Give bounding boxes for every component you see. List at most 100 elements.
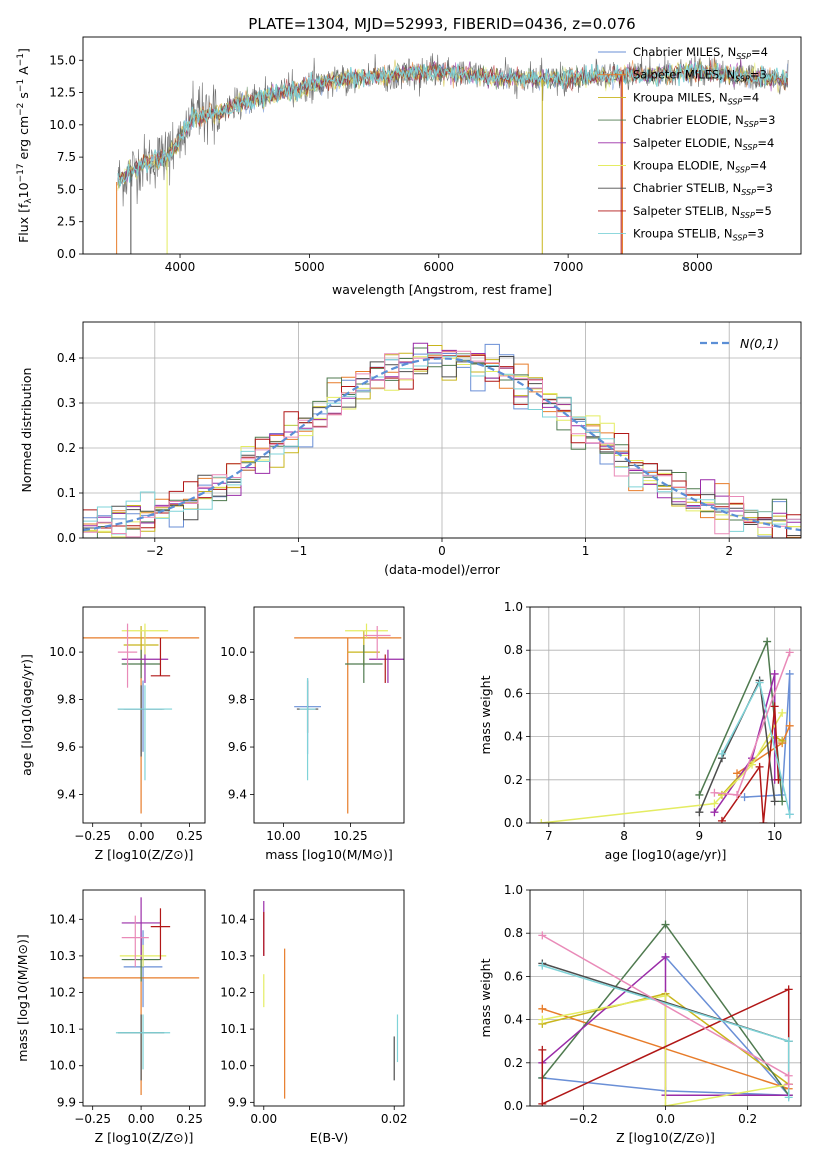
error-bars [83,623,200,814]
y-tick-label: 7.5 [57,150,76,164]
axes-frame [82,889,206,1107]
legend-entry: Chabrier MILES, NSSP=4 [633,45,768,61]
y-tick-label: 9.6 [57,740,76,754]
legend-entry-eq: = [756,181,766,195]
x-tick-label: 0.00 [250,1112,277,1126]
x-tick-label: 0 [438,544,446,558]
x-tick-label: −1 [290,544,308,558]
x-tick-label: 9 [696,829,704,843]
y-tick-label: 0.2 [57,441,76,455]
y-tick-label: 10.3 [220,949,247,963]
legend-entry-name: Kroupa MILES [633,90,712,104]
y-tick-label: 15.0 [49,53,76,67]
legend-entry: Salpeter STELIB, NSSP=5 [633,204,772,220]
weight-marker [785,648,794,657]
weight-line-salpeter-stelib [721,706,780,823]
y-tick-label: 0.4 [504,1013,523,1027]
legend-entry-sub: SSP [735,166,750,175]
y-axis-label-part: −17 [16,163,26,182]
weight-marker [661,1102,670,1106]
x-tick-label: 2 [725,544,733,558]
y-tick-label: 10.1 [220,1022,247,1036]
y-axis-label-part: λ [24,198,34,204]
legend-entry-name: Chabrier ELODIE [633,113,728,127]
weight-marker [770,669,779,678]
x-axis-label: (data-model)/error [384,562,501,577]
y-axis-label-part: 10 [16,182,31,198]
weight-vs-metallicity-panel: −0.2 0.0 0.2 0.0 0.2 0.4 0.6 0.8 1.0 Z [log10(Z/Z… [478,883,802,1145]
age-vs-metallicity-panel: −0.25 0.00 0.25 9.4 9.6 9.8 10.0 Z [log10(Z/Z⊙)… [19,606,206,862]
y-axis-label-part: −1 [16,79,26,92]
weight-marker [740,793,749,802]
weight-marker [784,1071,793,1080]
x-axis-label: Z [log10(Z/Z⊙)] [95,847,194,862]
model-spectrum-line-kroupa-stelib [117,62,788,187]
y-tick-label: 0.2 [504,773,523,787]
weight-marker [759,819,768,823]
weight-marker [710,808,719,817]
weight-marker [538,1004,547,1013]
spectrum-lines [116,53,789,254]
x-tick-label: 0.2 [738,1112,757,1126]
x-tick-label: 10.00 [266,829,300,843]
weight-marker [537,819,546,823]
legend-entry-sep: , N [728,113,744,127]
weight-marker [784,985,793,994]
weight-marker [538,1015,547,1024]
age-vs-mass-panel: 10.00 10.25 9.4 9.6 9.8 10.0 mass [log10(M/M⊙)… [220,606,405,862]
y-tick-label: 9.6 [228,740,247,754]
weight-marker [538,1099,547,1106]
x-tick-label: 8000 [682,260,713,274]
legend-entry: Chabrier ELODIE, NSSP=3 [633,113,775,129]
residuals-panel: −2 −1 0 1 2 0.0 0.1 0.2 0.3 0.4 (data-model)/error… [19,321,802,577]
legend-entry-sub: SSP [743,143,758,152]
y-tick-label: 9.4 [57,788,76,802]
legend-entry: Salpeter MILES, NSSP=3 [633,68,767,84]
legend-entry-nssp: 4 [759,159,766,173]
x-tick-label: 10.25 [333,829,367,843]
weight-marker [785,810,794,819]
legend-entry: Salpeter ELODIE, NSSP=4 [633,136,774,152]
weight-marker [763,637,772,646]
axes-frame [253,606,405,824]
y-axis-label-part: erg cm [16,116,31,164]
legend-entry-sep: , N [712,90,728,104]
axes-frame [253,889,405,1107]
weight-lines [538,920,793,1106]
x-axis-label: wavelength [Angstrom, rest frame] [332,282,552,297]
axes-frame [82,36,802,255]
weight-marker [538,931,547,940]
y-tick-label: 0.2 [504,1056,523,1070]
y-tick-label: 10.4 [220,912,247,926]
legend-entry-eq: = [751,45,761,59]
axes-frame [82,606,206,824]
weight-marker [661,920,670,929]
spectrum-legend: Chabrier MILES, NSSP=4 Salpeter MILES, NS… [598,45,775,243]
y-tick-label: 0.8 [504,643,523,657]
weight-lines [537,637,794,823]
x-tick-label: 0.02 [381,1112,408,1126]
legend-entry: Kroupa ELODIE, NSSP=4 [633,159,767,175]
x-tick-label: 0.25 [176,829,203,843]
weight-marker [778,708,787,717]
y-tick-label: 0.6 [504,686,523,700]
y-axis-label: Flux [f​λ​10​−17​ erg cm​−2​ s​−1​ A​−1​… [16,48,34,243]
legend-entry: Chabrier STELIB, NSSP=3 [633,181,773,197]
axes-frame [529,889,802,1107]
x-tick-label: −2 [146,544,164,558]
legend-entry-sep: , N [724,204,740,218]
x-tick-label: 0.00 [128,829,155,843]
x-tick-label: 7 [545,829,553,843]
y-axis-label-part: Flux [f [16,203,31,243]
y-tick-label: 1.0 [504,883,523,897]
legend-entry-sep: , N [717,227,733,241]
x-tick-label: 0.25 [176,1112,203,1126]
y-tick-label: 10.0 [49,118,76,132]
legend-entry-nssp: 4 [761,45,768,59]
x-tick-label: 6000 [423,260,454,274]
legend-entry-sep: , N [719,159,735,173]
legend-entry-sep: , N [727,136,743,150]
y-tick-label: 10.0 [220,1059,247,1073]
legend-entry-eq: = [747,227,757,241]
